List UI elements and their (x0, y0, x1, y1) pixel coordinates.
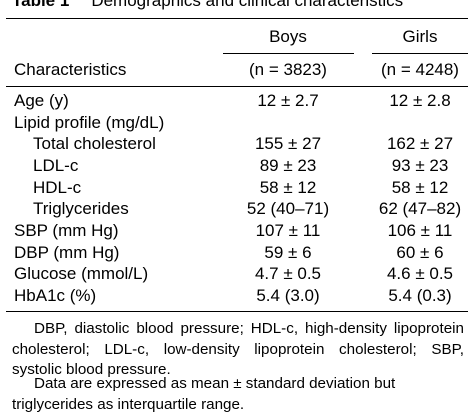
row-label-ldl: LDL-c (33, 156, 79, 175)
top-rule (6, 18, 468, 19)
row-boys-glucose: 4.7 ± 0.5 (254, 264, 322, 283)
row-label-dbp: DBP (mm Hg) (14, 243, 120, 262)
row-label-hba1c: HbA1c (%) (14, 286, 97, 305)
row-boys-sbp: 107 ± 11 (255, 221, 321, 240)
footnote-data-note: Data are expressed as mean ± standard de… (12, 375, 396, 413)
row-boys-total-cholesterol: 155 ± 27 (254, 134, 322, 153)
table-caption: Table 1 Demographics and clinical charact… (12, 0, 403, 11)
row-boys-hdl: 58 ± 12 (259, 178, 317, 197)
row-label-lipid-profile: Lipid profile (mg/dL) (14, 113, 165, 132)
row-label-sbp: SBP (mm Hg) (14, 221, 119, 240)
row-label-total-cholesterol: Total cholesterol (33, 134, 156, 153)
row-label-triglycerides: Triglycerides (33, 199, 129, 218)
row-boys-age: 12 ± 2.7 (257, 91, 319, 110)
header-boys: Boys (269, 27, 307, 46)
row-girls-hdl: 58 ± 12 (391, 178, 449, 197)
girls-header-rule (372, 53, 468, 54)
row-girls-sbp: 106 ± 11 (387, 221, 453, 240)
row-boys-hba1c: 5.4 (3.0) (256, 286, 320, 305)
row-girls-triglycerides: 62 (47–82) (378, 199, 462, 218)
row-girls-glucose: 4.6 ± 0.5 (386, 264, 454, 283)
header-rule (6, 86, 468, 87)
table-title: Demographics and clinical characteristic… (91, 0, 404, 10)
header-girls-n: (n = 4248) (381, 60, 459, 79)
boys-header-rule (223, 53, 354, 54)
row-girls-age: 12 ± 2.8 (389, 91, 451, 110)
row-girls-dbp: 60 ± 6 (396, 243, 444, 262)
bottom-rule (6, 311, 468, 312)
row-label-glucose: Glucose (mmol/L) (14, 264, 149, 283)
row-girls-total-cholesterol: 162 ± 27 (386, 134, 454, 153)
row-label-hdl: HDL-c (33, 178, 82, 197)
row-boys-triglycerides: 52 (40–71) (246, 199, 330, 218)
row-label-age: Age (y) (14, 91, 69, 110)
footnote-abbreviations: DBP, diastolic blood pressure; HDL-c, hi… (12, 320, 464, 378)
header-characteristics: Characteristics (14, 60, 127, 79)
row-boys-dbp: 59 ± 6 (264, 243, 312, 262)
header-girls: Girls (402, 27, 438, 46)
row-girls-hba1c: 5.4 (0.3) (388, 286, 452, 305)
row-boys-ldl: 89 ± 23 (259, 156, 317, 175)
header-boys-n: (n = 3823) (249, 60, 327, 79)
row-girls-ldl: 93 ± 23 (391, 156, 449, 175)
table-label: Table 1 (12, 0, 70, 10)
